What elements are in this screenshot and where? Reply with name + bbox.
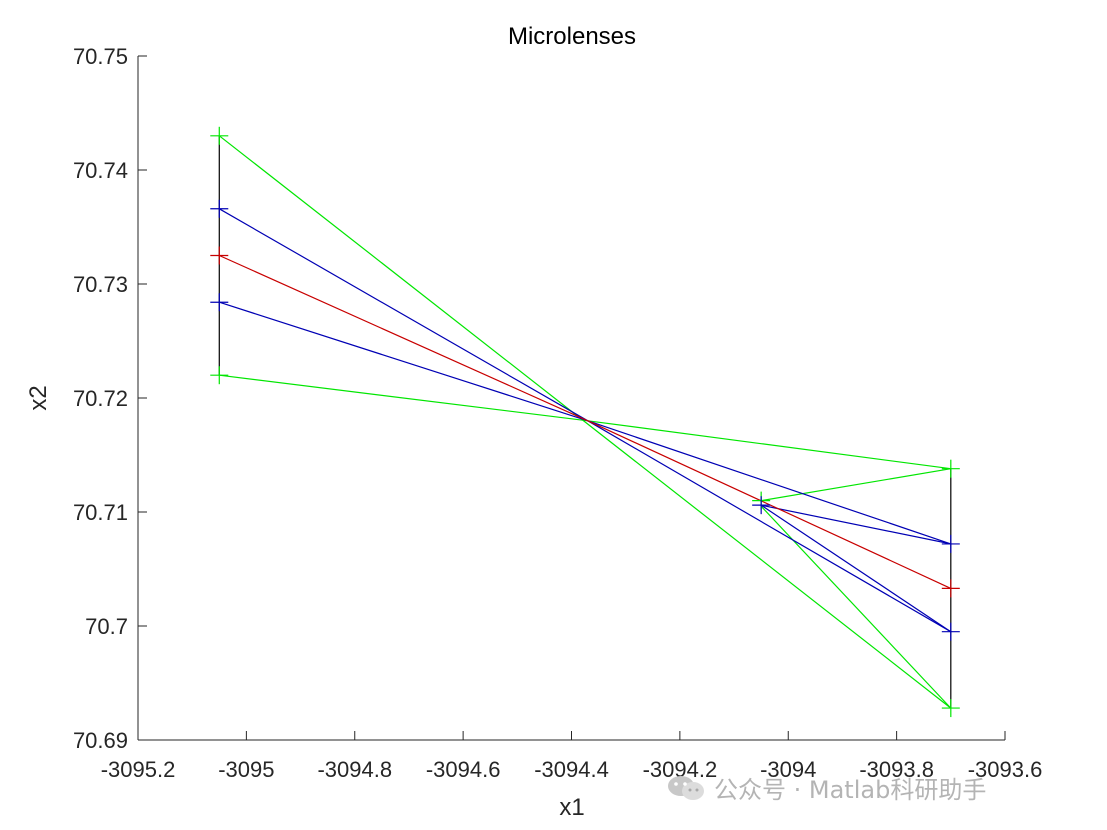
x-tick-label: -3095 [218, 757, 274, 782]
ray-series [218, 135, 952, 709]
x-tick-label: -3095.2 [101, 757, 176, 782]
x-axis-label: x1 [559, 794, 584, 821]
y-tick-label: 70.74 [73, 158, 128, 183]
marker-red [210, 246, 229, 265]
y-tick-label: 70.73 [73, 272, 128, 297]
wechat-icon [666, 773, 706, 803]
marker-green [210, 366, 229, 385]
marker-blue [941, 622, 960, 641]
axes [137, 56, 1005, 741]
y-tick-label: 70.75 [73, 44, 128, 69]
y-tick-label: 70.7 [85, 614, 128, 639]
watermark-text: 公众号 · Matlab科研助手 [714, 776, 987, 804]
y-ticks: 70.69 70.7 70.71 70.72 70.73 70.74 70.75 [73, 44, 147, 753]
series-blue-return-upper [761, 504, 951, 545]
marker-blue [752, 496, 771, 515]
marker-red [941, 579, 960, 598]
marker-green [210, 126, 229, 145]
y-axis-label: x2 [25, 385, 52, 410]
x-tick-label: -3093.8 [859, 757, 934, 782]
chart-title: Microlenses [508, 23, 636, 50]
x-tick-label: -3094.8 [317, 757, 392, 782]
plus-markers [210, 126, 960, 718]
marker-green [941, 699, 960, 718]
watermark: 公众号 · Matlab科研助手 [666, 770, 986, 805]
x-tick-label: -3094.4 [534, 757, 609, 782]
x-tick-label: -3093.6 [968, 757, 1043, 782]
marker-blue [210, 293, 229, 312]
y-tick-label: 70.71 [73, 500, 128, 525]
y-tick-label: 70.69 [73, 728, 128, 753]
x-tick-label: -3094 [760, 757, 816, 782]
x-tick-label: -3094.6 [426, 757, 501, 782]
series-red-chief-ray [219, 254, 952, 589]
y-tick-label: 70.72 [73, 386, 128, 411]
marker-blue [941, 534, 960, 553]
series-blue-lower-ray [219, 301, 951, 545]
x-ticks: -3095.2 -3095 -3094.8 -3094.6 -3094.4 -3094.2… [101, 731, 1043, 782]
series-green-upper-ray [218, 135, 952, 709]
marker-blue [210, 199, 229, 218]
marker-green [941, 459, 960, 478]
series-green-return-upper [761, 468, 951, 502]
series-green-return-lower [760, 505, 952, 709]
series-blue-return-lower [760, 504, 952, 633]
